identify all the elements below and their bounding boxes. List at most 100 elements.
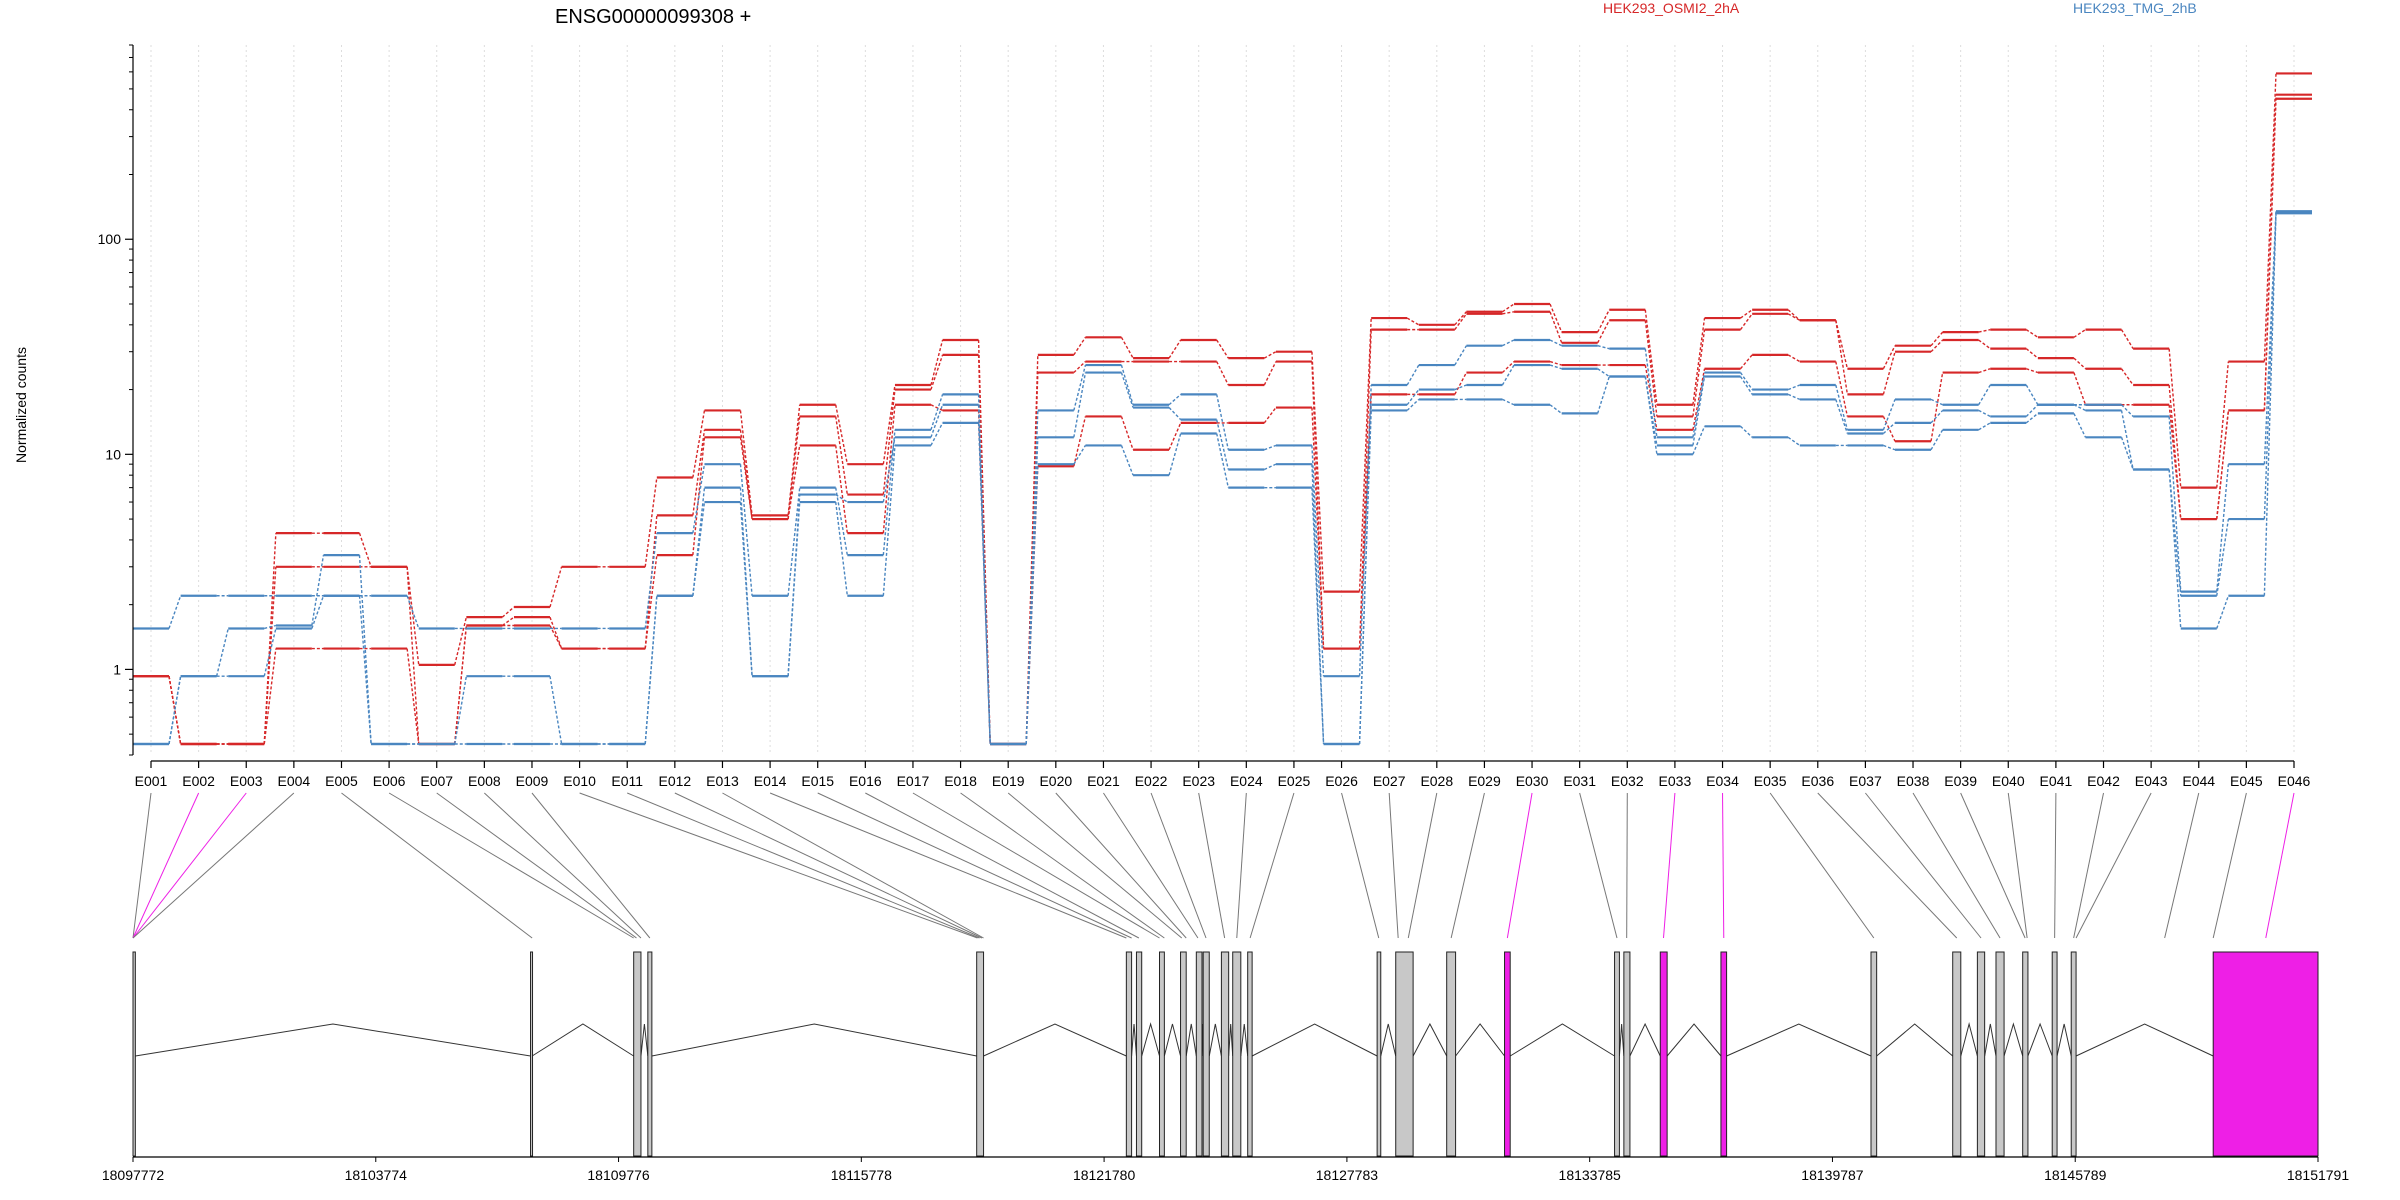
series-connector <box>501 606 515 618</box>
exon-connector <box>1817 792 1958 939</box>
x-tick-label: E009 <box>516 773 549 789</box>
legend-item-osmi: HEK293_OSMI2_2hA <box>1603 0 1740 16</box>
exon-box <box>2051 951 2058 1157</box>
gridlines <box>150 45 2295 755</box>
series-connector <box>1120 416 1134 450</box>
series-connector <box>1549 303 1563 333</box>
series-connector <box>1978 328 1991 333</box>
x-tick-label: E037 <box>1849 773 1882 789</box>
intron <box>1131 1023 1137 1057</box>
exon-connector <box>2265 792 2295 939</box>
series-connector <box>1073 361 1086 374</box>
exon-connector <box>1407 792 1438 939</box>
series-connector <box>2073 404 2086 412</box>
series-connector <box>1835 361 1849 417</box>
series-connector <box>2216 518 2230 596</box>
series-connector <box>1882 416 1896 442</box>
series-connector <box>1263 407 1277 424</box>
series-connector <box>2263 73 2277 362</box>
genomic-tick-label: 18103774 <box>345 1167 408 1183</box>
series-connector <box>1120 336 1134 359</box>
series-connector <box>1930 409 1944 424</box>
genomic-axis: 18097772 18103774 18109776 18115778 18121780… <box>102 1156 2349 1183</box>
series-connector <box>739 437 753 520</box>
exon-connector <box>132 792 295 939</box>
series-connector <box>1835 320 1849 369</box>
series-connector <box>2073 372 2087 405</box>
exon-box <box>1247 951 1253 1157</box>
series-connector <box>263 628 277 677</box>
series-connector <box>406 566 420 745</box>
series-connector <box>1882 399 1896 431</box>
series-connector <box>1787 354 1801 363</box>
series-connector <box>1787 436 1801 446</box>
series-connector <box>1454 384 1467 391</box>
series-connector <box>644 533 658 629</box>
intron <box>2003 1022 2024 1057</box>
exon-box <box>1220 951 1230 1157</box>
x-tick-label: E017 <box>897 773 930 789</box>
x-tick-label: E034 <box>1706 773 1739 789</box>
series-connector <box>311 554 325 626</box>
series-connector <box>1502 311 1515 315</box>
exon-box <box>1180 951 1187 1157</box>
intron <box>1141 1022 1160 1057</box>
x-tick-label: E039 <box>1944 773 1977 789</box>
exon-connector <box>388 792 634 939</box>
exon-box <box>2022 951 2029 1157</box>
chart-title: ENSG00000099308 + <box>555 6 751 28</box>
series-connector <box>1740 425 1753 438</box>
exon-box <box>1232 951 1242 1157</box>
exon-box <box>1504 951 1511 1157</box>
series-connector <box>1835 320 1849 395</box>
exon-box <box>1623 951 1631 1157</box>
x-tick-label: E031 <box>1563 773 1596 789</box>
series-connector <box>977 422 991 745</box>
series-connector <box>1168 393 1182 406</box>
intron <box>1251 1023 1378 1057</box>
intron <box>1240 1023 1249 1057</box>
genomic-tick-label: 18121780 <box>1073 1167 1136 1183</box>
series-connector <box>1120 445 1134 476</box>
series-connector <box>977 404 991 745</box>
series-connector <box>1168 422 1182 451</box>
series-connector <box>1644 364 1658 430</box>
intron <box>2027 1022 2053 1057</box>
series-connector <box>692 501 706 596</box>
series-connector <box>1787 393 1801 401</box>
genomic-tick-label: 18109776 <box>587 1167 650 1183</box>
series-connector <box>835 501 849 596</box>
series-connector <box>1454 311 1467 326</box>
series-connector <box>2025 329 2039 338</box>
x-tick-label: E013 <box>706 773 739 789</box>
series-connector <box>1740 309 1753 319</box>
series-connector <box>1358 394 1372 649</box>
genomic-tick-label: 18139787 <box>1801 1167 1864 1183</box>
x-tick-label: E002 <box>182 773 215 789</box>
genomic-tick-label: 18115778 <box>831 1167 892 1183</box>
exon-connector <box>1722 792 1725 939</box>
exon-connector <box>2075 792 2152 939</box>
series-connector <box>1739 376 1753 395</box>
series-connector <box>1406 364 1420 386</box>
exon-box <box>1659 951 1668 1157</box>
series-connector <box>882 445 896 596</box>
x-tick-label: E012 <box>658 773 691 789</box>
y-axis: 1 10 100 <box>98 44 134 756</box>
series-connector <box>930 354 944 390</box>
series-connector <box>2168 469 2182 596</box>
exon-box <box>1376 951 1382 1157</box>
series-connector <box>2073 357 2086 370</box>
exon-box <box>1395 951 1414 1157</box>
y-axis-label: Normalized counts <box>13 347 29 463</box>
exon-connector <box>2164 792 2200 939</box>
series-connector <box>1930 372 1944 442</box>
series-connector <box>1406 398 1420 411</box>
x-tick-label: E008 <box>468 773 501 789</box>
series-connector <box>930 404 943 412</box>
series-connector <box>1597 309 1610 333</box>
series-connector <box>168 676 182 745</box>
series-6 <box>133 212 2312 746</box>
intron <box>1509 1023 1615 1057</box>
genomic-tick-label: 18145789 <box>2044 1167 2107 1183</box>
